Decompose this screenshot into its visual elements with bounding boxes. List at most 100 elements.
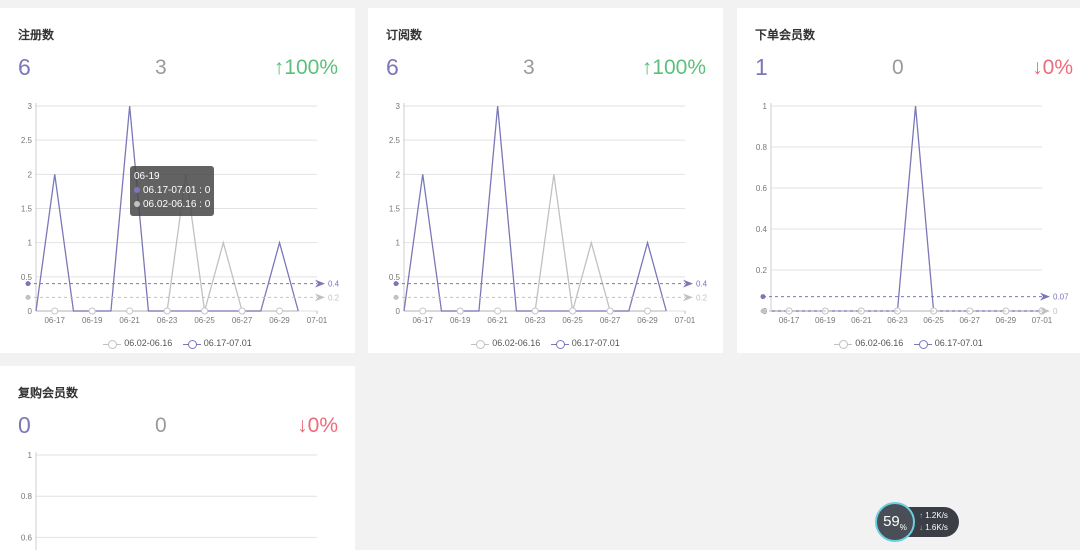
change-percent: ↓0% bbox=[1032, 56, 1073, 79]
y-tick-label: 1 bbox=[396, 239, 401, 248]
chart-legend[interactable]: 06.02-06.16 06.17-07.01 bbox=[368, 338, 723, 349]
change-percent: ↓0% bbox=[297, 414, 338, 437]
chart-legend[interactable]: 06.02-06.16 06.17-07.01 bbox=[737, 338, 1080, 349]
memory-percent: 59 bbox=[883, 513, 900, 530]
chart-legend[interactable]: 06.02-06.16 06.17-07.01 bbox=[0, 338, 355, 349]
x-tick-label: 06-27 bbox=[959, 316, 980, 325]
average-label-current: 0.07 bbox=[1053, 293, 1069, 302]
download-arrow-icon: ↓ bbox=[919, 523, 923, 532]
line-chart[interactable]: 3 2.5 2 1.5 1 0.5 0 06-17 06-19 06-21 06-23 06-25 06… bbox=[368, 8, 723, 333]
x-tick-label: 06-23 bbox=[887, 316, 908, 325]
x-tick-label: 06-29 bbox=[637, 316, 658, 325]
data-point bbox=[456, 307, 464, 315]
y-tick-label: 0.8 bbox=[21, 492, 33, 501]
previous-value: 3 bbox=[523, 56, 535, 79]
y-tick-label: 0 bbox=[396, 307, 401, 316]
data-point bbox=[494, 307, 502, 315]
x-tick-label: 06-23 bbox=[525, 316, 546, 325]
y-tick-label: 0.5 bbox=[389, 273, 401, 282]
x-tick-label: 06-21 bbox=[119, 316, 140, 325]
y-tick-label: 0.4 bbox=[756, 225, 768, 234]
y-tick-label: 1 bbox=[763, 102, 768, 111]
legend-item-previous[interactable]: 06.02-06.16 bbox=[103, 338, 172, 349]
y-tick-label: 1 bbox=[28, 239, 33, 248]
x-tick-label: 06-25 bbox=[562, 316, 583, 325]
x-tick-label: 06-23 bbox=[157, 316, 178, 325]
y-tick-label: 1.5 bbox=[21, 205, 33, 214]
average-arrow-current bbox=[1040, 292, 1050, 301]
download-rate: 1.6 bbox=[925, 523, 937, 532]
x-tick-label: 06-27 bbox=[600, 316, 621, 325]
data-point bbox=[569, 307, 577, 315]
card-order-member-count: 下单会员数 1 0 ↓0% 1 0.8 0.6 0.4 0.2 0 06-17 06-19 06… bbox=[737, 8, 1080, 353]
x-tick-label: 06-17 bbox=[44, 316, 65, 325]
tooltip-title: 06-19 bbox=[134, 171, 160, 182]
y-tick-label: 2.5 bbox=[389, 136, 401, 145]
legend-item-current[interactable]: 06.17-07.01 bbox=[913, 338, 983, 349]
x-tick-label: 07-01 bbox=[675, 316, 696, 325]
line-chart[interactable]: 1 0.8 0.6 0.4 0.2 0 06-17 06-19 06-21 06-23 06-25 0… bbox=[737, 8, 1080, 333]
previous-value: 0 bbox=[155, 414, 167, 437]
average-start-dot-previous bbox=[25, 294, 31, 300]
average-arrow-current bbox=[683, 279, 693, 288]
data-point bbox=[531, 307, 539, 315]
x-tick-label: 06-17 bbox=[779, 316, 800, 325]
average-label-current: 0.4 bbox=[696, 280, 708, 289]
x-tick-label: 06-19 bbox=[815, 316, 836, 325]
tooltip-line-previous: 06.02-06.16 : 0 bbox=[143, 199, 211, 210]
average-arrow-previous bbox=[683, 293, 693, 302]
data-point bbox=[606, 307, 614, 315]
average-arrow-current bbox=[315, 279, 325, 288]
upload-rate: 1.2 bbox=[925, 511, 937, 520]
upload-arrow-icon: ↑ bbox=[919, 511, 923, 520]
y-tick-label: 2 bbox=[396, 170, 401, 179]
legend-item-current[interactable]: 06.17-07.01 bbox=[550, 338, 620, 349]
x-tick-label: 06-29 bbox=[996, 316, 1017, 325]
tooltip-dot-current bbox=[134, 187, 140, 193]
legend-item-current[interactable]: 06.17-07.01 bbox=[182, 338, 252, 349]
x-tick-label: 06-17 bbox=[412, 316, 433, 325]
average-arrow-previous bbox=[1040, 307, 1050, 315]
y-tick-label: 0.6 bbox=[21, 533, 33, 542]
change-percent: ↑100% bbox=[641, 56, 706, 79]
x-tick-label: 07-01 bbox=[307, 316, 328, 325]
data-point bbox=[51, 307, 59, 315]
y-tick-label: 0.5 bbox=[21, 273, 33, 282]
card-repurchase-member-count: 复购会员数 0 0 ↓0% 1 0.8 0.6 bbox=[0, 366, 355, 550]
average-arrow-previous bbox=[315, 293, 325, 302]
memory-usage-bubble[interactable]: 59% bbox=[875, 502, 915, 542]
current-value: 6 bbox=[18, 54, 31, 80]
y-tick-label: 0 bbox=[28, 307, 33, 316]
average-start-dot-previous bbox=[760, 308, 766, 314]
average-start-dot-current bbox=[760, 294, 766, 300]
line-chart[interactable]: 1 0.8 0.6 bbox=[0, 366, 355, 550]
change-percent: ↑100% bbox=[273, 56, 338, 79]
data-point bbox=[201, 307, 209, 315]
x-tick-label: 06-25 bbox=[923, 316, 944, 325]
previous-value: 3 bbox=[155, 56, 167, 79]
legend-item-previous[interactable]: 06.02-06.16 bbox=[834, 338, 903, 349]
data-point bbox=[276, 307, 284, 315]
line-chart[interactable]: 3 2.5 2 1.5 1 0.5 0 06-17 06-19 06-21 06-23 06-25 06… bbox=[0, 8, 355, 333]
tooltip-dot-previous bbox=[134, 201, 140, 207]
card-subscribe-count: 订阅数 6 3 ↑100% 3 2.5 2 1.5 1 0.5 0 06-17 06-19 06-… bbox=[368, 8, 723, 353]
x-tick-label: 06-27 bbox=[232, 316, 253, 325]
card-register-count: 注册数 6 3 ↑100% 3 2.5 2 1.5 1 0.5 0 06-17 06-19 06-… bbox=[0, 8, 355, 353]
y-tick-label: 3 bbox=[396, 102, 401, 111]
data-point bbox=[238, 307, 246, 315]
y-tick-label: 0.2 bbox=[756, 266, 768, 275]
data-point bbox=[163, 307, 171, 315]
data-point bbox=[644, 307, 652, 315]
average-label-previous: 0 bbox=[1053, 307, 1058, 316]
y-tick-label: 1.5 bbox=[389, 205, 401, 214]
x-tick-label: 06-29 bbox=[269, 316, 290, 325]
y-tick-label: 0.6 bbox=[756, 184, 768, 193]
chart-tooltip: 06-19 06.17-07.01 : 0 06.02-06.16 : 0 bbox=[130, 166, 215, 216]
y-tick-label: 2.5 bbox=[21, 136, 33, 145]
legend-item-previous[interactable]: 06.02-06.16 bbox=[471, 338, 540, 349]
card-title: 下单会员数 bbox=[755, 28, 816, 42]
x-tick-label: 07-01 bbox=[1032, 316, 1053, 325]
x-tick-label: 06-19 bbox=[450, 316, 471, 325]
network-speed-widget[interactable]: ↑ 1.2K/s ↓ 1.6K/s 59% bbox=[875, 502, 960, 542]
y-tick-label: 1 bbox=[28, 451, 33, 460]
